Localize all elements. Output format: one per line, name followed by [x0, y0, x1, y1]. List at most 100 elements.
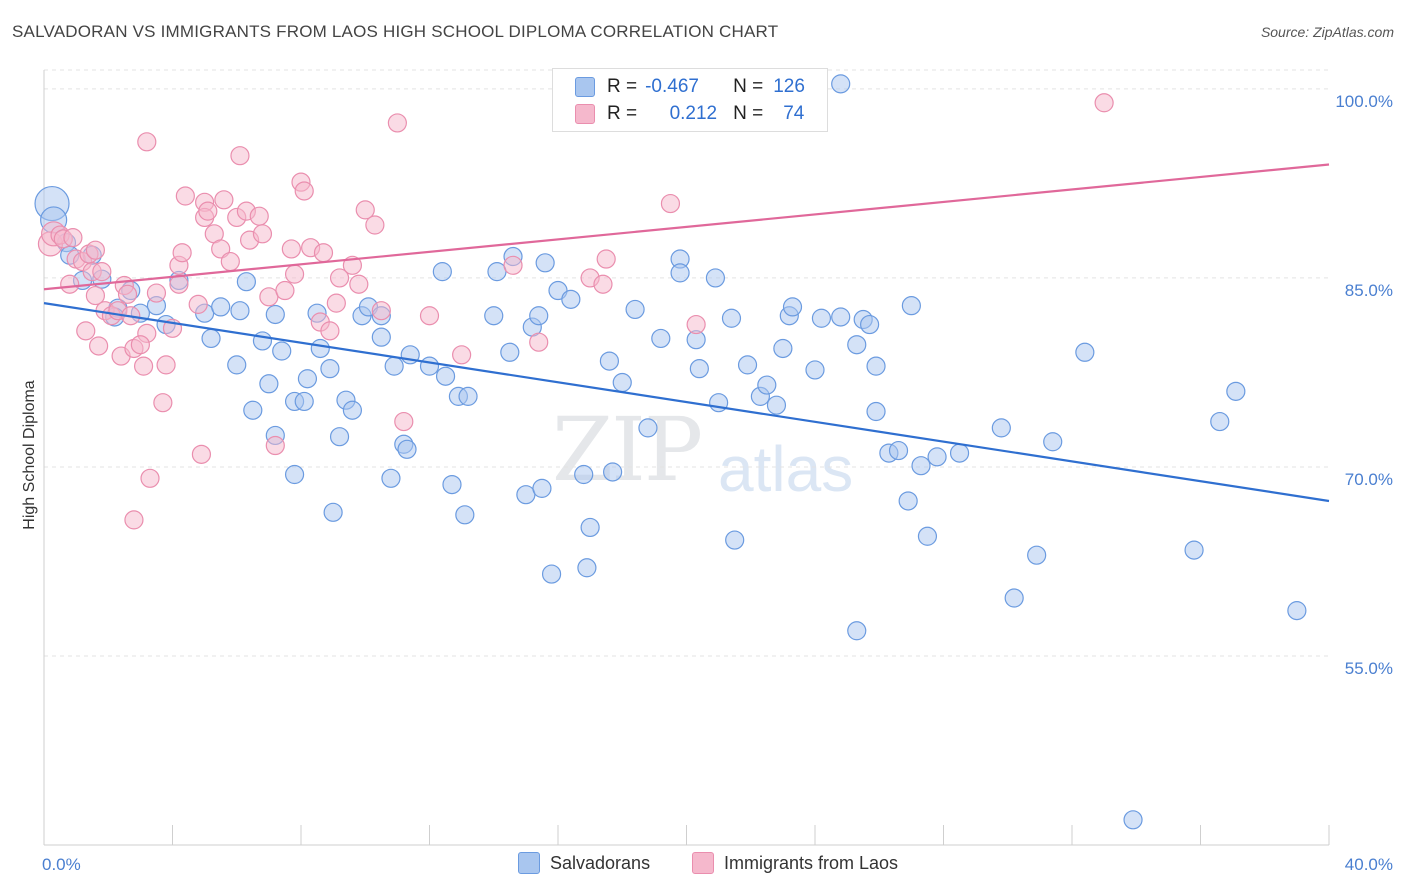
laos-point — [387, 113, 407, 133]
salvadoran-point — [432, 262, 452, 282]
laos-point — [198, 201, 218, 221]
y-tick-label: 55.0% — [1345, 659, 1393, 678]
laos-point — [593, 274, 613, 294]
salvadoran-point — [397, 439, 417, 459]
laos-point — [275, 280, 295, 301]
salvadoran-point — [766, 395, 787, 415]
salvadoran-point — [294, 391, 314, 412]
salvadoran-point — [259, 374, 279, 394]
salvadoran-point — [320, 359, 340, 379]
salvadoran-point — [487, 262, 507, 282]
salvadoran-point — [805, 360, 825, 380]
laos-point — [137, 132, 157, 152]
y-tick-label: 85.0% — [1345, 281, 1393, 300]
salvadoran-point — [535, 253, 555, 273]
laos-point — [371, 301, 391, 321]
laos-point — [117, 284, 138, 304]
laos-point — [175, 186, 195, 206]
salvadoran-point — [532, 478, 552, 498]
x-tick-label-min: 0.0% — [42, 855, 81, 874]
salvadoran-point — [670, 263, 690, 283]
laos-point — [153, 393, 173, 413]
laos-point — [172, 243, 192, 263]
laos-point — [365, 215, 385, 235]
legend-n-value: 74 — [783, 103, 805, 124]
laos-point — [660, 193, 681, 214]
salvadoran-point — [705, 268, 726, 288]
salvadorans-points — [34, 74, 1307, 830]
legend-r-value: -0.467 — [645, 76, 699, 97]
laos-points — [37, 93, 1114, 530]
laos-point — [249, 206, 269, 226]
watermark-atlas: atlas — [718, 433, 854, 505]
salvadoran-point — [577, 558, 597, 578]
laos-point — [124, 510, 144, 530]
legend-row-salvadorans: R = -0.467 N = 126 — [575, 75, 805, 99]
salvadoran-point — [574, 464, 594, 485]
bottom-legend-laos: Immigrants from Laos — [692, 852, 898, 874]
laos-point — [140, 468, 160, 488]
salvadoran-point — [381, 468, 401, 488]
salvadoran-point — [442, 474, 462, 495]
salvadoran-point — [689, 359, 709, 379]
salvadoran-point — [516, 485, 536, 505]
salvadoran-point — [811, 308, 832, 328]
bottom-legend-swatch-pink — [692, 852, 714, 874]
bottom-legend-label: Immigrants from Laos — [724, 852, 899, 873]
laos-point — [156, 355, 176, 375]
salvadoran-point — [484, 306, 504, 326]
source-label: Source: ZipAtlas.com — [1260, 24, 1394, 40]
laos-point — [92, 262, 112, 282]
laos-point — [355, 200, 375, 220]
salvadorans-trend-line — [43, 302, 1330, 503]
laos-point — [259, 287, 279, 307]
salvadoran-point — [243, 400, 263, 420]
salvadoran-point — [284, 464, 305, 485]
salvadoran-point — [455, 505, 475, 525]
salvadoran-point — [1027, 545, 1047, 565]
trend-lines — [43, 163, 1330, 503]
laos-point — [313, 243, 334, 263]
salvadoran-point — [1226, 381, 1246, 401]
laos-point — [252, 224, 273, 244]
salvadoran-point — [737, 355, 758, 375]
legend-n-label: N = — [733, 76, 764, 97]
salvadoran-point — [949, 443, 970, 463]
salvadoran-point — [371, 327, 391, 347]
salvadoran-point — [847, 621, 867, 641]
salvadoran-point — [541, 564, 562, 584]
laos-point — [63, 228, 83, 248]
legend-r-label: R = — [607, 103, 638, 124]
legend-n-value: 126 — [773, 76, 805, 97]
laos-point — [294, 181, 314, 201]
laos-point — [214, 190, 234, 210]
salvadoran-point — [991, 418, 1011, 438]
tick-labels: 55.0% 70.0% 85.0% 100.0% 0.0% 40.0% — [42, 92, 1393, 874]
laos-point — [281, 239, 301, 259]
bottom-legend-salvadorans: Salvadorans — [518, 852, 650, 874]
legend-n-label: N = — [733, 103, 764, 124]
laos-point — [230, 146, 250, 166]
salvadoran-point — [599, 351, 620, 371]
salvadoran-point — [230, 301, 250, 321]
salvadoran-point — [847, 335, 867, 355]
salvadoran-point — [342, 400, 362, 420]
laos-point — [76, 321, 96, 341]
laos-point — [133, 356, 154, 376]
legend-swatch-pink — [575, 104, 595, 124]
salvadoran-point — [500, 342, 520, 362]
laos-point — [349, 274, 369, 294]
salvadoran-point — [1123, 810, 1143, 830]
salvadoran-point — [1210, 411, 1230, 432]
salvadoran-point — [651, 328, 671, 349]
salvadoran-point — [561, 289, 581, 309]
legend-r-value: 0.212 — [669, 103, 718, 124]
salvadoran-point — [757, 375, 777, 395]
salvadoran-point — [419, 356, 440, 376]
salvadoran-point — [323, 502, 343, 522]
laos-point — [146, 283, 167, 303]
bottom-legend-swatch-blue — [518, 852, 540, 874]
salvadoran-point — [265, 304, 285, 325]
y-tick-label: 70.0% — [1345, 470, 1393, 489]
salvadoran-point — [236, 272, 256, 292]
